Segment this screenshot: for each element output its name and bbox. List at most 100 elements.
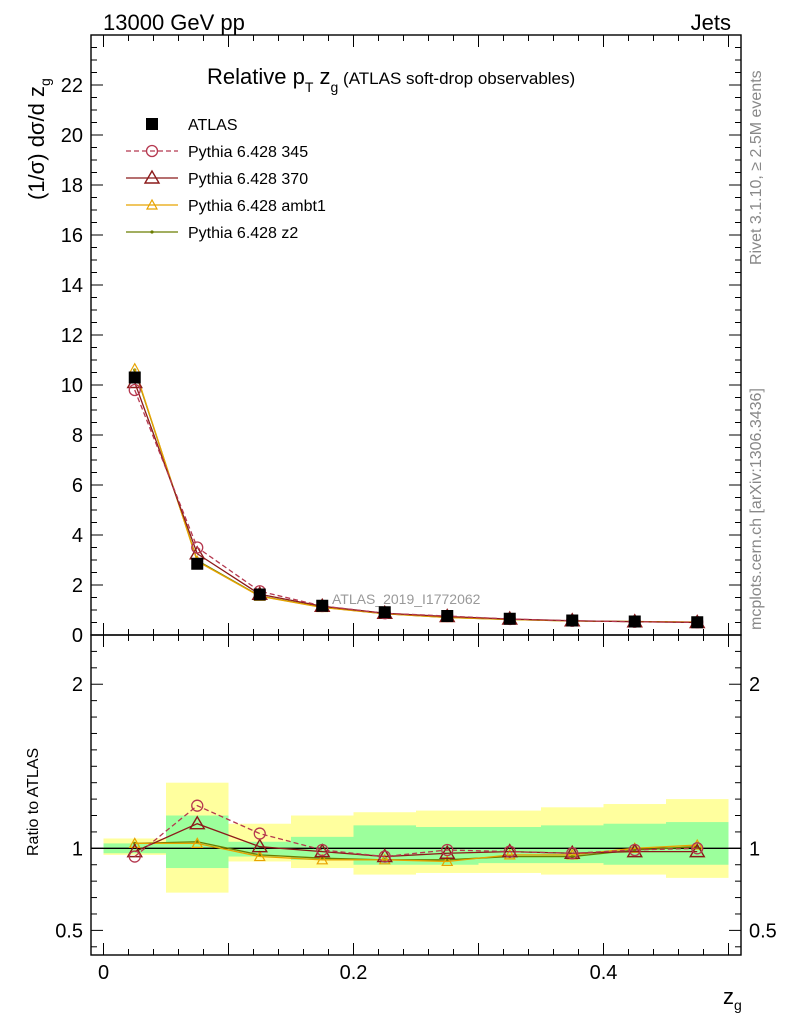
upper-point-data-2 [253,588,266,601]
ratio-line-z2 [134,841,698,861]
main-title: Relative pT zg (ATLAS soft-drop observab… [207,64,575,95]
rivet-version-note: Rivet 3.1.10, ≥ 2.5M events [748,70,765,265]
upper-point-data-7 [566,614,579,627]
ratio-point-p345-2 [253,827,266,840]
ratio-point-ambt1-1 [191,837,204,849]
legend-label-p370: Pythia 6.428 370 [188,171,308,188]
ratio-point-z2-7 [570,854,574,859]
lower-y-axis-label: Ratio to ATLAS [25,748,42,856]
ratio-point-p370-1 [189,815,206,830]
title-sub-1: T [305,79,314,95]
legend-label-data: ATLAS [188,117,238,134]
ratio-point-p345-4 [378,850,391,863]
upper-y-axis-label: (1/σ) dσ/d zg [24,78,53,200]
lower-ytick-label-left: 0.5 [55,920,83,942]
ratio-point-ambt1-4 [378,853,391,865]
legend-marker-z2 [150,230,154,234]
lower-ytick-label-left: 2 [72,674,83,696]
upper-y-label-main: (1/σ) dσ/d z [24,86,49,200]
ratio-point-p345-8 [628,843,641,857]
upper-y-label-sub: g [37,78,53,86]
ratio-point-ambt1-0 [128,837,141,849]
ratio-point-ambt1-9 [691,838,704,850]
legend-label-ambt1: Pythia 6.428 ambt1 [188,198,326,215]
x-tick-label: 0.2 [340,962,368,984]
upper-ytick-label: 8 [72,425,83,447]
legend-marker-p370 [143,169,161,184]
ratio-point-ambt1-5 [441,855,454,867]
lower-ytick-label-right: 2 [749,674,760,696]
ratio-point-ambt1-6 [503,848,516,860]
upper-line-ambt1 [134,368,698,623]
title-part-1: Relative p [207,64,305,89]
analysis-watermark: ATLAS_2019_I1772062 [332,591,481,607]
upper-point-data-9 [691,616,704,629]
upper-point-data-1 [191,557,204,570]
ratio-point-p345-5 [441,843,454,857]
upper-ytick-label: 20 [61,125,83,147]
ratio-line-ambt1 [134,842,698,863]
x-tick-label: 0.4 [590,962,618,984]
legend: ATLAS Pythia 6.428 345 Pythia 6.428 370 Pyt… [126,117,326,242]
ratio-point-ambt1-3 [316,853,329,865]
ratio-point-p345-6 [503,845,516,858]
upper-ytick-label: 14 [61,275,83,297]
ratio-plot-area: 0.5 0.5 1 1 2 2 0 0.2 0.4 [55,634,777,984]
ratio-point-z2-8 [633,848,637,852]
upper-ytick-label: 18 [61,175,83,197]
lower-ytick-label-left: 1 [72,838,83,860]
legend-label-p345: Pythia 6.428 345 [188,144,308,161]
ratio-point-p370-5 [439,844,456,859]
upper-point-p345-0 [128,383,141,397]
upper-line-p345 [134,389,698,623]
upper-point-data-3 [316,599,329,612]
upper-point-data-5 [441,610,454,622]
upper-point-data-0 [128,371,141,384]
upper-ytick-label: 16 [61,225,83,247]
ratio-point-p345-3 [316,843,329,857]
upper-ytick-label: 0 [72,625,83,647]
upper-point-data-8 [628,615,641,628]
upper-ytick-label: 6 [72,475,83,497]
lower-ytick-label-right: 1 [749,838,760,860]
ratio-point-p370-2 [251,838,268,853]
x-tick-label: 0 [98,962,109,984]
title-sub-2: g [331,79,339,95]
upper-line-z2 [134,369,698,623]
upper-line-p370 [134,382,698,624]
title-part-2: z [313,64,330,89]
ratio-point-p370-0 [126,843,143,858]
ratio-point-p370-9 [689,843,706,858]
upper-plot-area: 0 2 4 6 8 10 12 14 16 18 20 22 [61,34,742,647]
x-label-sub: g [734,997,742,1013]
x-label-main: z [723,984,734,1009]
upper-ytick-label: 10 [61,375,83,397]
upper-point-data-4 [378,606,391,619]
upper-ytick-label: 2 [72,575,83,597]
ratio-uncertainty-inner-band [353,825,416,865]
lower-ytick-label-right: 0.5 [749,920,777,942]
lower-frame [90,634,742,956]
ratio-point-p345-7 [566,847,579,860]
ratio-point-ambt1-2 [253,850,266,862]
header-right-label: Jets [691,10,731,35]
legend-label-z2: Pythia 6.428 z2 [188,225,298,242]
title-part-3: (ATLAS soft-drop observables) [338,69,575,88]
ratio-line-p370 [134,823,698,858]
legend-marker-data [146,118,158,130]
upper-ytick-label: 4 [72,525,83,547]
ratio-point-p345-1 [191,799,204,812]
mcplots-note: mcplots.cern.ch [arXiv:1306.3436] [748,388,765,630]
legend-marker-p345 [145,144,159,158]
x-axis-label: zg [723,984,742,1013]
upper-ytick-label: 22 [61,75,83,97]
legend-marker-ambt1 [145,198,159,210]
upper-ytick-label: 12 [61,325,83,347]
header-left-label: 13000 GeV pp [103,10,245,35]
upper-point-data-6 [503,612,516,625]
ratio-point-p345-0 [128,850,141,863]
ratio-point-p345-9 [691,842,704,855]
upper-point-p345-1 [191,541,204,554]
ratio-line-p345 [134,804,698,858]
